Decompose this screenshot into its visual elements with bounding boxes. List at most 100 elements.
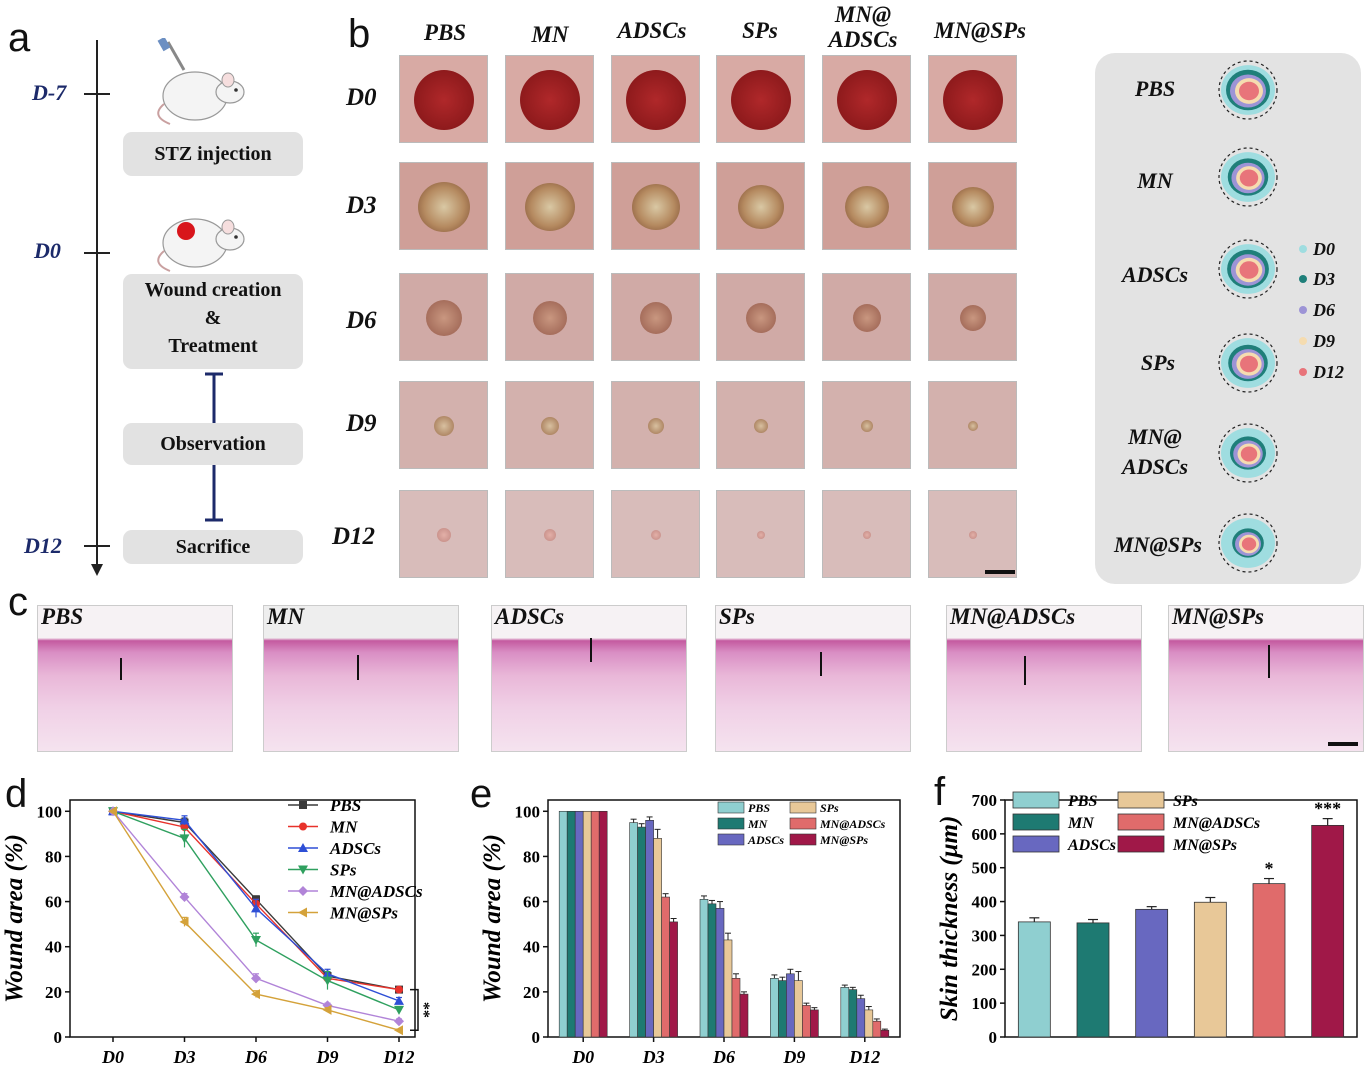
y-tick-label: 60 bbox=[523, 893, 540, 912]
data-point bbox=[108, 806, 117, 817]
trace-label-mn-sps: MN@SPs bbox=[1114, 532, 1202, 557]
wound-photo bbox=[505, 162, 594, 250]
legend-label: MN bbox=[1067, 815, 1095, 832]
x-tick-label: D9 bbox=[316, 1047, 339, 1066]
bar bbox=[1252, 883, 1286, 1038]
bar bbox=[598, 810, 608, 1038]
wound-spot bbox=[640, 302, 672, 334]
panel-label-f: f bbox=[934, 770, 946, 814]
y-tick-label: 60 bbox=[45, 893, 62, 912]
data-point bbox=[179, 815, 190, 825]
bar bbox=[1017, 921, 1051, 1038]
timeline-day-minus7: D-7 bbox=[32, 80, 67, 105]
x-tick-label: D3 bbox=[173, 1047, 196, 1066]
wound-photo bbox=[716, 162, 805, 250]
data-point bbox=[298, 907, 307, 918]
trace-day-label: D0 bbox=[1312, 239, 1335, 259]
legend-label: SPs bbox=[330, 861, 357, 880]
bar bbox=[723, 939, 733, 1038]
wound-spot bbox=[648, 418, 664, 434]
wound-photo bbox=[716, 55, 805, 143]
thickness-marker bbox=[357, 655, 359, 680]
y-axis-label: Wound area (%) bbox=[479, 834, 506, 1003]
histology-label: MN@SPs bbox=[1172, 604, 1264, 629]
wound-trace bbox=[1218, 513, 1278, 573]
wound-trace bbox=[1218, 60, 1278, 120]
y-tick-label: 100 bbox=[515, 802, 541, 821]
data-point bbox=[322, 976, 333, 986]
bar bbox=[669, 921, 678, 1038]
trace-day-label: D9 bbox=[1312, 331, 1335, 351]
bar bbox=[707, 903, 717, 1038]
trace-label-mn-adscs-line1: MN@ bbox=[1128, 424, 1182, 449]
wound-spot bbox=[943, 70, 1003, 130]
trace-day-swatch bbox=[1299, 306, 1307, 314]
wound-photo bbox=[505, 55, 594, 143]
wound-spot bbox=[426, 300, 462, 336]
wound-photo bbox=[716, 273, 805, 361]
step-observation-label: Observation bbox=[160, 433, 266, 455]
significance-label: ** bbox=[421, 1002, 438, 1018]
x-tick-label: D0 bbox=[571, 1047, 594, 1066]
histology-image bbox=[37, 605, 233, 752]
histology-label: PBS bbox=[41, 604, 84, 629]
legend-label: MN@ADSCs bbox=[1172, 815, 1260, 832]
legend-label: ADSCs bbox=[329, 839, 381, 858]
histology-label: ADSCs bbox=[495, 604, 565, 629]
wound-spot bbox=[863, 531, 871, 539]
mouse-wound-illustration bbox=[157, 218, 245, 272]
data-point bbox=[251, 989, 260, 1000]
trace-day-swatch bbox=[1299, 275, 1307, 283]
chart-skin-thickness-bar: 0 100 200 300 400 500 600 700 Skin thickness (μm… bbox=[936, 791, 1358, 1047]
row-header-d9: D9 bbox=[346, 410, 377, 437]
col-header-sps: SPs bbox=[742, 18, 778, 43]
data-point bbox=[322, 1004, 332, 1015]
thickness-marker bbox=[590, 638, 592, 662]
legend-swatch bbox=[717, 833, 745, 846]
y-tick-label: 40 bbox=[523, 938, 540, 957]
thickness-marker bbox=[120, 658, 122, 680]
step-stz-label: STZ injection bbox=[154, 143, 272, 165]
trace-label-mn: MN bbox=[1137, 168, 1173, 193]
data-point bbox=[251, 973, 261, 984]
chart-wound-area-line: 0 20 40 60 80 100 Wound area (%) D0 D3 D6 D9 D12 PBS… bbox=[1, 796, 438, 1066]
wound-photo bbox=[822, 490, 911, 578]
data-point bbox=[299, 822, 307, 831]
wound-photo bbox=[611, 381, 700, 469]
significance-bracket bbox=[410, 988, 419, 1031]
trace-label-sps: SPs bbox=[1140, 350, 1176, 375]
wound-spot bbox=[837, 70, 897, 130]
series-mn-sps bbox=[108, 806, 403, 1036]
y-tick-label: 400 bbox=[972, 893, 998, 912]
row-header-d0: D0 bbox=[346, 84, 377, 111]
wound-photo bbox=[399, 55, 488, 143]
bar bbox=[731, 978, 741, 1038]
bar bbox=[739, 993, 749, 1038]
wound-spot bbox=[754, 419, 768, 433]
bar bbox=[786, 973, 795, 1038]
histology-image bbox=[946, 605, 1142, 752]
trace-label-adscs: ADSCs bbox=[1121, 262, 1189, 287]
bar bbox=[566, 810, 576, 1038]
wound-spot bbox=[861, 420, 873, 432]
bar bbox=[848, 989, 858, 1038]
bar bbox=[582, 810, 592, 1038]
wound-photo bbox=[716, 381, 805, 469]
y-tick-label: 500 bbox=[972, 859, 998, 878]
y-tick-label: 20 bbox=[45, 983, 62, 1002]
x-tick-label: D12 bbox=[383, 1047, 415, 1066]
wound-spot bbox=[853, 304, 881, 332]
bar bbox=[661, 896, 670, 1038]
wound-photo bbox=[611, 162, 700, 250]
wound-spot bbox=[520, 70, 580, 130]
wound-spot bbox=[632, 184, 680, 230]
panel-label-c: c bbox=[8, 580, 28, 624]
bar bbox=[802, 1005, 811, 1038]
wound-spot bbox=[434, 416, 454, 436]
trace-day-label: D3 bbox=[1312, 269, 1335, 289]
trace-day-label: D6 bbox=[1312, 300, 1335, 320]
trace-day-swatch bbox=[1299, 337, 1307, 345]
panel-label-e: e bbox=[470, 772, 493, 816]
bar bbox=[637, 826, 646, 1038]
panel-label-d: d bbox=[5, 772, 28, 816]
